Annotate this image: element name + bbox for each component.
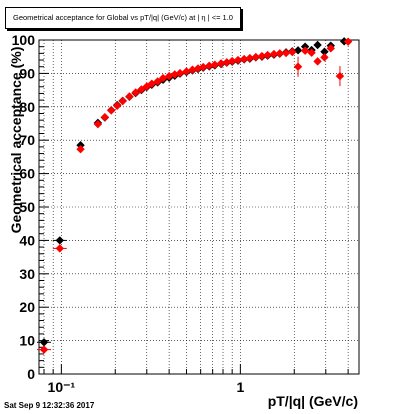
data-point-red — [239, 54, 249, 64]
data-point-red — [227, 56, 237, 66]
data-point-red — [210, 60, 220, 69]
data-point-red — [257, 51, 267, 61]
y-tick-label: 100 — [12, 32, 36, 48]
data-point-red — [175, 68, 185, 78]
data-point-black — [55, 236, 64, 245]
timestamp: Sat Sep 9 12:32:36 2017 — [4, 401, 95, 410]
data-point-black — [320, 47, 329, 56]
data-point-red — [326, 44, 335, 53]
data-point-red — [93, 119, 103, 129]
data-point-red — [131, 88, 140, 97]
data-point-red — [153, 77, 162, 86]
data-point-red — [216, 59, 226, 68]
y-tick-label: 60 — [19, 166, 35, 182]
data-point-red — [118, 96, 127, 106]
data-point-red — [293, 62, 303, 71]
data-point-red — [76, 145, 85, 154]
y-tick-label: 90 — [19, 65, 35, 81]
axes: 0 10 20 30 40 50 60 70 80 90 100 10⁻¹ 1 — [12, 32, 349, 395]
data-point-red — [193, 64, 203, 73]
y-tick-label: 40 — [19, 232, 35, 248]
data-point-red — [251, 52, 261, 62]
data-point-black — [339, 37, 349, 46]
data-point-red — [55, 244, 64, 253]
y-axis-label: Geometrical acceptance (%) — [8, 47, 24, 234]
x-tick-label: 10⁻¹ — [48, 379, 76, 395]
grid — [39, 40, 359, 374]
data-point-red — [281, 48, 291, 58]
data-point-red — [245, 53, 255, 63]
data-point-red — [307, 48, 316, 57]
data-point-red — [188, 65, 197, 74]
data-point-red — [107, 106, 116, 115]
data-point-red — [112, 101, 122, 110]
data-point-red — [199, 62, 208, 72]
y-tick-label: 0 — [27, 366, 35, 382]
y-tick-label: 20 — [19, 299, 35, 315]
y-tick-label: 10 — [19, 333, 35, 349]
data-point-red — [233, 55, 243, 65]
chart-title: Geometrical acceptance for Global vs pT/… — [5, 7, 241, 29]
y-tick-label: 80 — [19, 99, 35, 115]
data-point-red — [100, 112, 110, 122]
y-tick-label: 50 — [19, 199, 35, 215]
data-point-red — [320, 53, 329, 62]
y-tick-label: 30 — [19, 266, 35, 282]
data-point-black — [313, 40, 322, 50]
data-point-red — [275, 49, 284, 58]
data-point-red — [182, 67, 191, 76]
data-point-red — [263, 50, 272, 60]
data-point-black — [39, 338, 49, 347]
x-tick-label: 1 — [236, 379, 244, 395]
x-axis-label: pT/|q| (GeV/c) — [268, 393, 358, 409]
data-point-red — [313, 57, 322, 66]
data-point-red — [205, 61, 214, 70]
data-points — [37, 37, 353, 354]
data-point-red — [343, 37, 353, 46]
data-point-red — [125, 92, 134, 101]
data-point-red — [288, 47, 297, 57]
data-point-red — [335, 71, 345, 81]
y-tick-label: 70 — [19, 132, 35, 148]
data-point-red — [39, 345, 49, 354]
data-point-red — [269, 49, 279, 59]
data-point-red — [300, 46, 310, 55]
